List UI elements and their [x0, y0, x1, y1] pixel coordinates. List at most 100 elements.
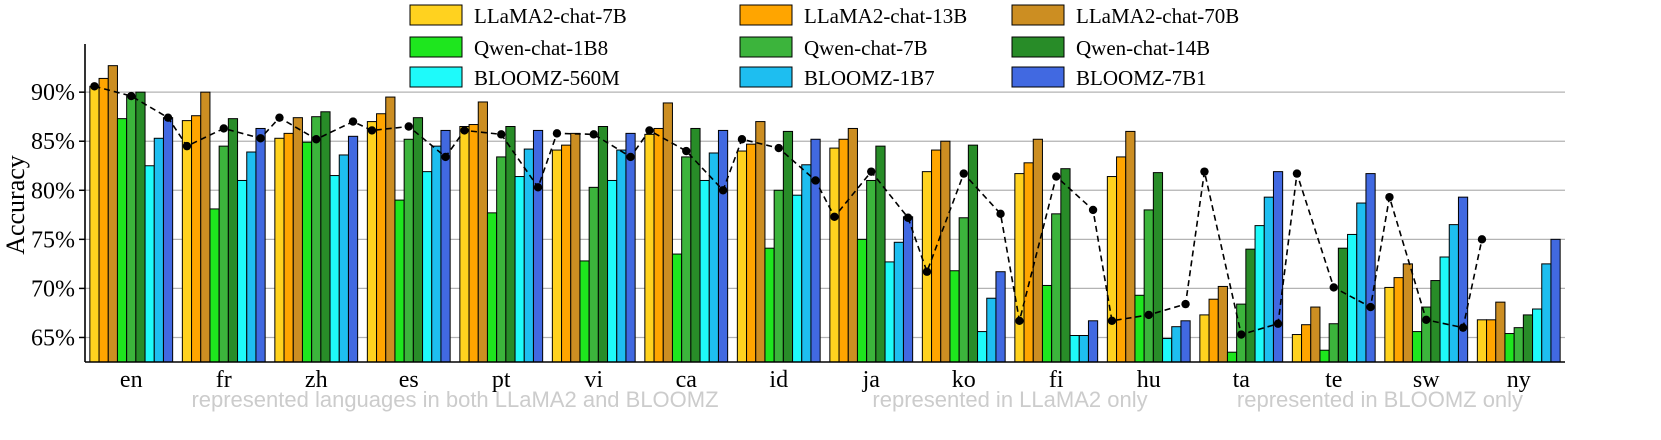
- bar-pt-BLOOMZ-560M: [514, 176, 525, 363]
- bar-ny-LLaMA2-chat-13B: [1486, 319, 1497, 363]
- bar-vi-BLOOMZ-7B1: [625, 132, 636, 363]
- legend-label-LLaMA2-chat-13B: LLaMA2-chat-13B: [804, 4, 967, 28]
- bar-zh-BLOOMZ-1B7: [338, 154, 349, 363]
- bar-fr-Qwen-chat-7B: [218, 145, 229, 363]
- legend-label-BLOOMZ-560M: BLOOMZ-560M: [474, 66, 620, 90]
- bar-te-LLaMA2-chat-13B: [1301, 324, 1312, 363]
- trend-point: [903, 213, 913, 222]
- legend-swatch-LLaMA2-chat-70B: [1011, 4, 1065, 26]
- bar-vi-LLaMA2-chat-70B: [570, 132, 581, 363]
- trend-point: [90, 82, 99, 91]
- trend-point: [867, 167, 876, 176]
- trend-point: [959, 169, 968, 178]
- bar-ny-Qwen-chat-7B: [1513, 327, 1524, 363]
- bar-pt-Qwen-chat-7B: [496, 156, 507, 363]
- x-tick-label-hu: hu: [1137, 367, 1161, 393]
- trend-point: [1273, 319, 1283, 328]
- bar-ta-BLOOMZ-7B1: [1272, 171, 1284, 363]
- bar-ja-BLOOMZ-560M: [884, 261, 895, 363]
- trend-point: [589, 130, 598, 139]
- x-tick-label-ny: ny: [1507, 367, 1531, 393]
- trend-point: [312, 135, 321, 144]
- trend-point: [1292, 169, 1302, 178]
- bar-ko-LLaMA2-chat-70B: [940, 140, 951, 363]
- legend-label-LLaMA2-chat-70B: LLaMA2-chat-70B: [1076, 4, 1239, 28]
- bar-pt-LLaMA2-chat-70B: [477, 101, 488, 363]
- trend-point: [645, 126, 654, 135]
- bar-zh-BLOOMZ-560M: [329, 175, 340, 363]
- tick-labels: 65% 70% 75% 80% 85% 90% en fr zh es pt vi ca id ja ko fi…: [1, 80, 1531, 393]
- group-labels: represented languages in both LLaMA2 and…: [191, 387, 1523, 412]
- legend-swatch-LLaMA2-chat-13B: [739, 4, 793, 26]
- y-tick-label: 70%: [31, 276, 75, 302]
- bar-te-Qwen-chat-7B: [1328, 323, 1339, 363]
- legend-label-Qwen-chat-7B: Qwen-chat-7B: [804, 36, 928, 60]
- bar-es-LLaMA2-chat-13B: [376, 113, 387, 363]
- x-tick-label-zh: zh: [305, 367, 328, 393]
- trend-point: [996, 209, 1005, 219]
- bar-sw-LLaMA2-chat-13B: [1393, 277, 1404, 363]
- bar-ny-Qwen-chat-14B: [1522, 314, 1534, 363]
- bar-es-LLaMA2-chat-70B: [385, 96, 396, 363]
- trend-point: [182, 141, 192, 151]
- bar-fr-LLaMA2-chat-13B: [191, 115, 202, 363]
- bar-te-Qwen-chat-14B: [1337, 247, 1349, 363]
- bar-ja-LLaMA2-chat-7B: [829, 147, 840, 363]
- trend-point: [811, 176, 820, 185]
- bar-zh-BLOOMZ-7B1: [347, 135, 359, 363]
- bar-fr-Qwen-chat-1B8: [209, 208, 220, 363]
- bar-sw-Qwen-chat-1B8: [1411, 331, 1423, 363]
- legend-swatch-Qwen-chat-7B: [739, 36, 793, 58]
- bar-ja-BLOOMZ-7B1: [902, 216, 914, 363]
- trend-point: [682, 146, 691, 156]
- bar-te-LLaMA2-chat-7B: [1291, 334, 1303, 363]
- bar-ko-Qwen-chat-14B: [967, 144, 979, 363]
- trend-point: [1385, 192, 1394, 202]
- bar-ca-LLaMA2-chat-7B: [644, 133, 655, 363]
- trend-point: [127, 91, 136, 101]
- y-tick-label: 65%: [31, 325, 75, 351]
- bar-fi-LLaMA2-chat-70B: [1032, 138, 1043, 363]
- bar-sw-LLaMA2-chat-7B: [1384, 286, 1395, 363]
- bar-ta-Qwen-chat-14B: [1245, 248, 1256, 363]
- bar-hu-BLOOMZ-7B1: [1180, 320, 1191, 363]
- bar-vi-Qwen-chat-14B: [597, 126, 609, 363]
- trend-point: [1237, 330, 1246, 339]
- trend-point: [256, 134, 265, 143]
- bar-hu-Qwen-chat-1B8: [1134, 294, 1145, 363]
- bar-es-Qwen-chat-1B8: [394, 199, 405, 363]
- bar-ko-BLOOMZ-1B7: [986, 297, 997, 363]
- trend-point: [219, 124, 228, 133]
- bar-ca-Qwen-chat-1B8: [671, 253, 683, 363]
- bar-ca-BLOOMZ-7B1: [717, 129, 729, 363]
- bar-id-BLOOMZ-7B1: [810, 138, 821, 363]
- legend-swatch-BLOOMZ-7B1: [1011, 66, 1065, 88]
- bar-en-Qwen-chat-14B: [135, 91, 146, 363]
- y-tick-label: 85%: [31, 129, 75, 155]
- bar-en-BLOOMZ-560M: [144, 165, 155, 363]
- bar-fi-BLOOMZ-560M: [1069, 335, 1080, 363]
- bar-ta-LLaMA2-chat-13B: [1208, 298, 1219, 363]
- bar-sw-LLaMA2-chat-70B: [1402, 263, 1413, 363]
- bar-zh-Qwen-chat-1B8: [301, 141, 313, 363]
- trend-point: [1088, 205, 1098, 215]
- bar-fi-LLaMA2-chat-13B: [1023, 162, 1034, 363]
- bar-ny-LLaMA2-chat-7B: [1476, 319, 1488, 363]
- x-tick-label-ta: ta: [1233, 367, 1251, 393]
- bar-hu-Qwen-chat-14B: [1152, 172, 1164, 363]
- bar-sw-Qwen-chat-7B: [1421, 306, 1432, 363]
- x-tick-label-fr: fr: [216, 367, 232, 393]
- bar-sw-BLOOMZ-560M: [1439, 256, 1450, 363]
- bar-ca-BLOOMZ-560M: [699, 179, 710, 363]
- bar-ko-BLOOMZ-560M: [977, 331, 988, 363]
- bar-hu-BLOOMZ-560M: [1162, 337, 1173, 363]
- trend-point: [163, 113, 173, 122]
- bar-ja-LLaMA2-chat-13B: [838, 138, 849, 363]
- trend-point: [1200, 167, 1209, 176]
- bar-fr-BLOOMZ-1B7: [246, 151, 257, 363]
- bar-te-BLOOMZ-560M: [1347, 233, 1358, 363]
- bar-id-BLOOMZ-1B7: [801, 164, 812, 363]
- bar-ta-LLaMA2-chat-70B: [1217, 285, 1228, 363]
- bar-en-BLOOMZ-1B7: [153, 137, 164, 363]
- bar-es-Qwen-chat-7B: [403, 138, 414, 363]
